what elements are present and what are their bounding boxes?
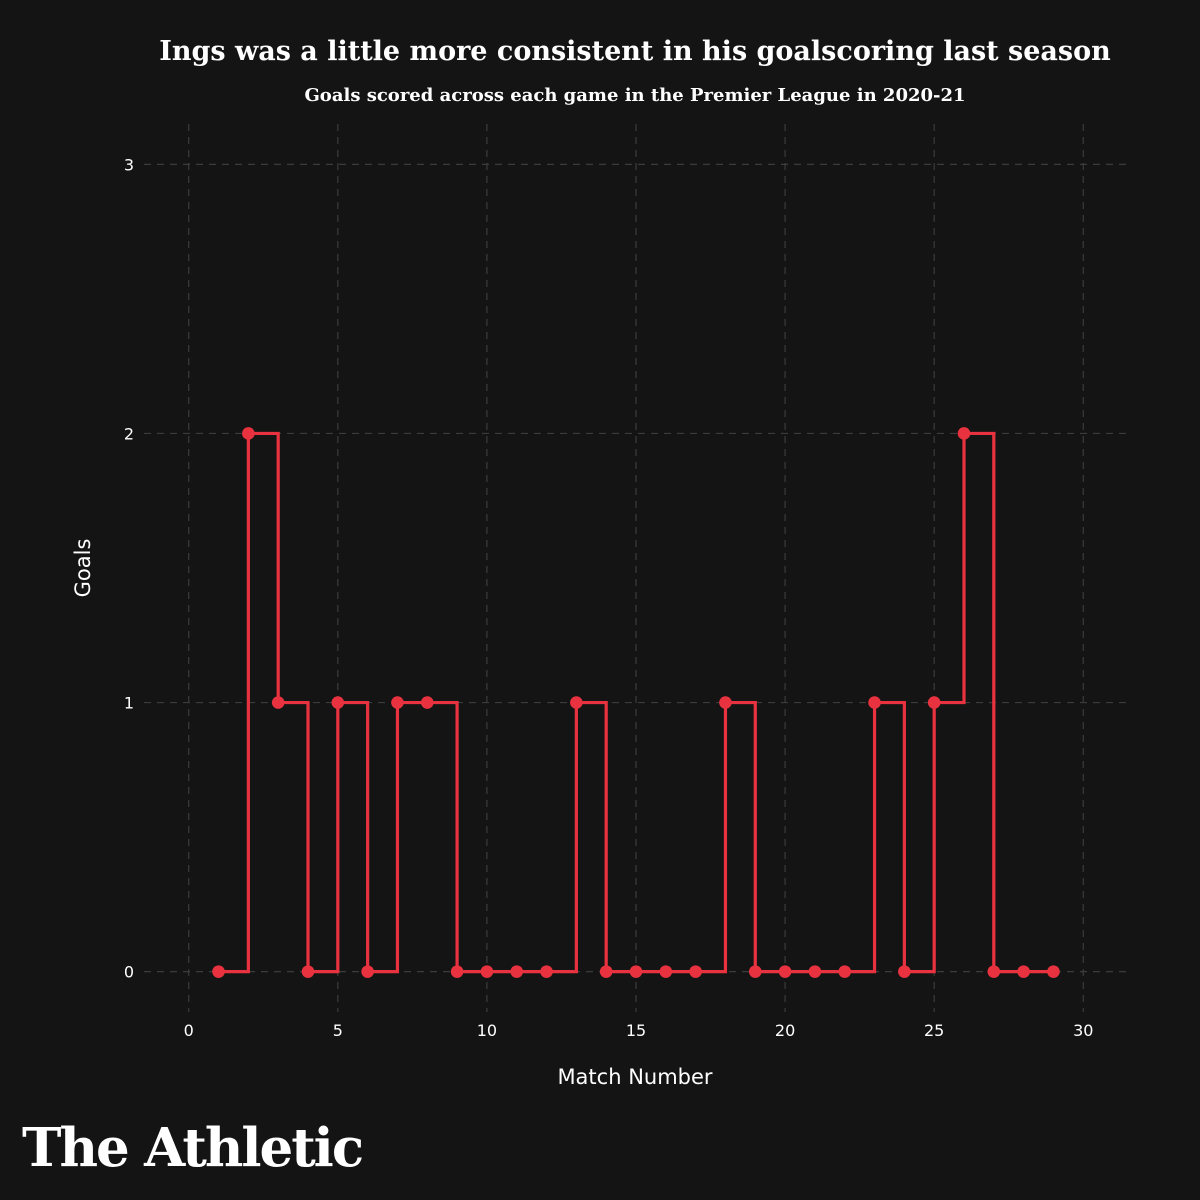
x-tick-label: 5 [333,1021,343,1040]
match-point [927,696,941,709]
y-tick-label: 1 [124,694,134,713]
x-tick-label: 25 [924,1021,944,1040]
match-point [778,965,792,978]
match-point [659,965,673,978]
match-point [719,696,732,709]
match-points [212,427,1060,978]
match-point [331,696,345,709]
match-point [271,696,285,709]
match-point [540,965,553,978]
x-axis-ticks: 0 5 10 15 20 25 30 [184,1021,1094,1040]
x-tick-label: 10 [477,1021,497,1040]
match-point [510,965,524,978]
match-point [1047,965,1060,978]
match-point [1017,965,1030,978]
x-tick-label: 30 [1073,1021,1093,1040]
match-point [808,965,822,978]
y-tick-label: 0 [124,963,134,982]
match-point [868,696,881,709]
chart-subtitle: Goals scored across each game in the Pre… [304,85,965,106]
x-axis-title: Match Number [557,1065,712,1089]
y-tick-label: 3 [124,155,134,174]
match-point [450,965,464,978]
x-tick-label: 15 [626,1021,646,1040]
y-axis-ticks: 0 1 2 3 [124,155,134,981]
gridlines [144,124,1128,1012]
match-point [391,696,404,709]
match-point [957,427,971,440]
x-tick-label: 20 [775,1021,795,1040]
match-point [838,965,852,978]
match-point [599,965,613,978]
match-point [748,965,762,978]
chart-title: Ings was a little more consistent in his… [159,36,1111,67]
match-point [420,696,434,709]
x-tick-label: 0 [184,1021,194,1040]
the-athletic-logo: The Athletic [22,1117,364,1179]
match-point [480,965,494,978]
match-point [361,965,374,978]
match-point [987,965,1001,978]
y-axis-title: Goals [71,539,95,598]
match-point [898,965,911,978]
match-point [570,696,583,709]
match-point [212,965,225,978]
match-point [301,965,315,978]
match-point [689,965,702,978]
y-tick-label: 2 [124,424,134,443]
match-point [629,965,643,978]
match-point [242,427,255,440]
